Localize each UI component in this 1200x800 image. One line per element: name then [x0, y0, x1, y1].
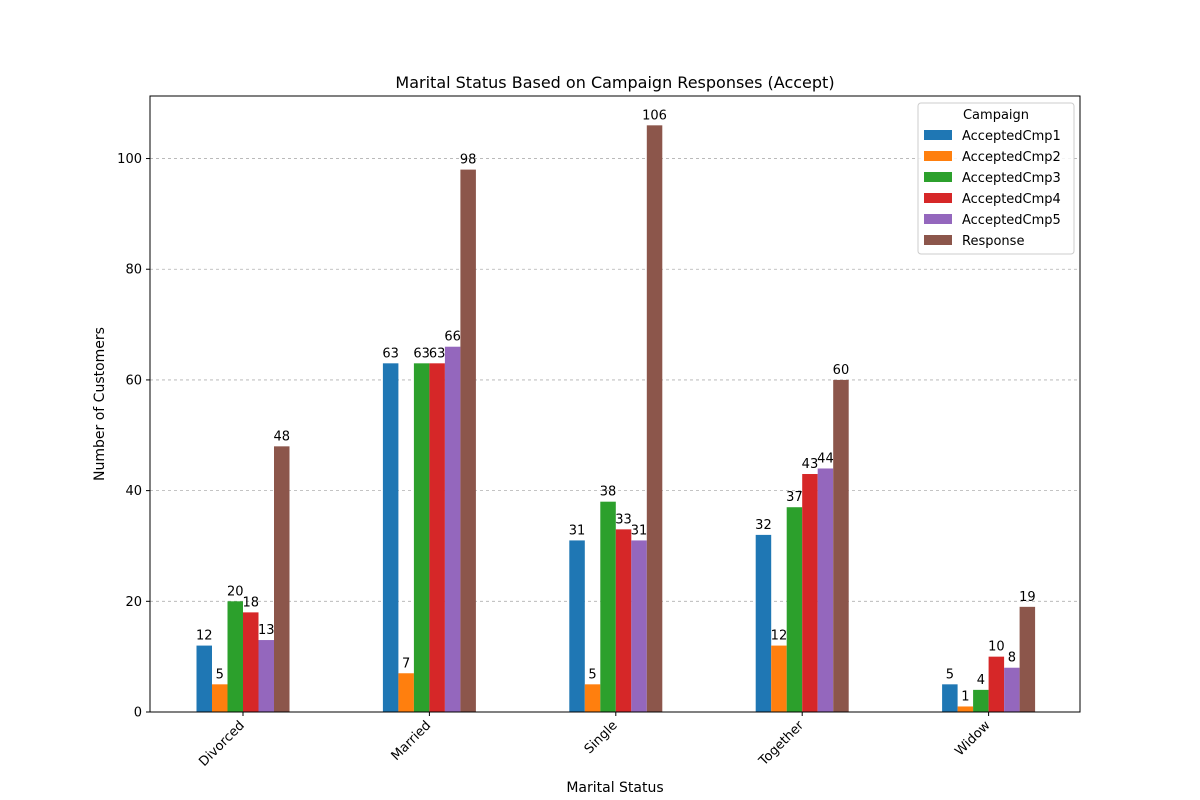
- x-tick-label: Married: [389, 718, 435, 764]
- data-label: 5: [216, 667, 224, 682]
- x-tick-label: Divorced: [196, 718, 247, 769]
- legend-label: Response: [962, 234, 1024, 249]
- y-tick-label: 100: [117, 152, 142, 167]
- x-axis-ticks: Divorced Married Single Together Widow: [196, 712, 994, 770]
- bar-response-together: [833, 379, 849, 712]
- legend-label: AcceptedCmp3: [962, 171, 1061, 186]
- bar-acceptedcmp5-together: [817, 468, 834, 712]
- data-label: 19: [1019, 590, 1036, 605]
- data-label: 5: [946, 667, 954, 682]
- bar-response-married: [460, 169, 476, 713]
- bar-acceptedcmp1-single: [569, 540, 585, 712]
- y-tick-label: 20: [125, 595, 142, 610]
- data-label: 31: [569, 523, 586, 538]
- x-axis-title: Marital Status: [566, 780, 663, 796]
- bar-acceptedcmp4-together: [802, 474, 818, 712]
- data-label: 32: [755, 518, 772, 533]
- y-tick-label: 40: [125, 484, 142, 499]
- bar-acceptedcmp3-widow: [973, 689, 989, 712]
- legend-swatch: [924, 235, 952, 245]
- data-label: 7: [402, 656, 410, 671]
- data-label: 33: [615, 512, 632, 527]
- x-tick-label: Together: [756, 718, 808, 770]
- bar-acceptedcmp3-married: [413, 363, 430, 712]
- data-label: 37: [786, 490, 803, 505]
- data-label: 66: [444, 330, 461, 345]
- bar-acceptedcmp2-married: [398, 673, 414, 712]
- data-label: 38: [600, 485, 617, 500]
- y-axis-ticks: 0 20 40 60 80 100: [117, 152, 150, 721]
- y-tick-label: 60: [125, 373, 142, 388]
- data-label: 13: [258, 623, 275, 638]
- plot-frame: [149, 95, 1081, 713]
- data-label: 12: [196, 629, 213, 644]
- bar-acceptedcmp3-together: [786, 507, 803, 712]
- legend-swatch: [924, 172, 952, 182]
- data-label: 48: [273, 429, 290, 444]
- bars-group: [196, 125, 1036, 713]
- data-label: 5: [588, 667, 596, 682]
- bar-acceptedcmp2-widow: [957, 706, 974, 712]
- y-tick-label: 0: [134, 706, 142, 721]
- legend-label: AcceptedCmp2: [962, 150, 1061, 165]
- legend-title: Campaign: [963, 108, 1029, 123]
- bar-response-divorced: [274, 446, 290, 712]
- legend-label: AcceptedCmp5: [962, 213, 1061, 228]
- data-label: 1: [961, 689, 969, 704]
- data-label: 44: [817, 451, 834, 466]
- legend-swatch: [924, 193, 952, 203]
- data-label: 31: [631, 523, 648, 538]
- bar-acceptedcmp1-together: [755, 534, 772, 712]
- data-label: 8: [1008, 651, 1016, 666]
- bar-acceptedcmp4-married: [429, 363, 445, 712]
- bar-acceptedcmp2-together: [771, 645, 787, 712]
- data-label: 12: [771, 629, 788, 644]
- bar-acceptedcmp2-divorced: [212, 684, 228, 712]
- data-label: 10: [988, 640, 1005, 655]
- data-label: 106: [642, 108, 667, 123]
- bar-acceptedcmp5-married: [444, 346, 461, 712]
- bar-acceptedcmp5-divorced: [258, 640, 274, 712]
- bar-acceptedcmp3-divorced: [227, 601, 243, 712]
- bar-acceptedcmp3-single: [600, 501, 616, 712]
- legend-box: [917, 102, 1075, 255]
- data-label: 4: [977, 673, 985, 688]
- chart-title: Marital Status Based on Campaign Respons…: [395, 73, 834, 92]
- legend-swatch: [924, 151, 952, 161]
- legend-label: AcceptedCmp4: [962, 192, 1061, 207]
- legend-label: AcceptedCmp1: [962, 129, 1061, 144]
- data-label: 43: [802, 457, 819, 472]
- bar-response-single: [646, 125, 663, 713]
- bar-acceptedcmp1-widow: [942, 684, 958, 712]
- bar-acceptedcmp4-divorced: [243, 612, 259, 712]
- bar-response-widow: [1019, 606, 1036, 712]
- bar-acceptedcmp5-widow: [1004, 667, 1020, 712]
- bar-acceptedcmp4-single: [615, 529, 632, 712]
- y-axis-title: Number of Customers: [92, 327, 108, 481]
- x-tick-label: Single: [582, 718, 621, 757]
- legend: Campaign AcceptedCmp1AcceptedCmp2Accepte…: [917, 102, 1075, 255]
- data-label: 63: [429, 346, 446, 361]
- data-label: 18: [242, 595, 259, 610]
- x-tick-label: Widow: [952, 718, 993, 759]
- y-tick-label: 80: [125, 263, 142, 278]
- data-label: 63: [413, 346, 430, 361]
- legend-items: AcceptedCmp1 AcceptedCmp2 AcceptedCmp3 Acce…: [924, 129, 1061, 249]
- bar-acceptedcmp5-single: [631, 540, 647, 712]
- bar-acceptedcmp2-single: [584, 684, 601, 712]
- data-label: 98: [460, 153, 477, 168]
- data-labels-group: 12 63 31 32 5 5 7 5 12 1 20 63 38 37 4 18 63 33 43 10 13 66 31…: [196, 108, 1036, 704]
- data-label: 60: [833, 363, 850, 378]
- data-label: 63: [382, 346, 399, 361]
- data-label: 20: [227, 584, 244, 599]
- legend-swatch: [924, 130, 952, 140]
- bar-acceptedcmp1-divorced: [196, 645, 212, 712]
- bar-acceptedcmp1-married: [382, 363, 399, 712]
- bar-acceptedcmp4-widow: [988, 656, 1005, 712]
- legend-swatch: [924, 214, 952, 224]
